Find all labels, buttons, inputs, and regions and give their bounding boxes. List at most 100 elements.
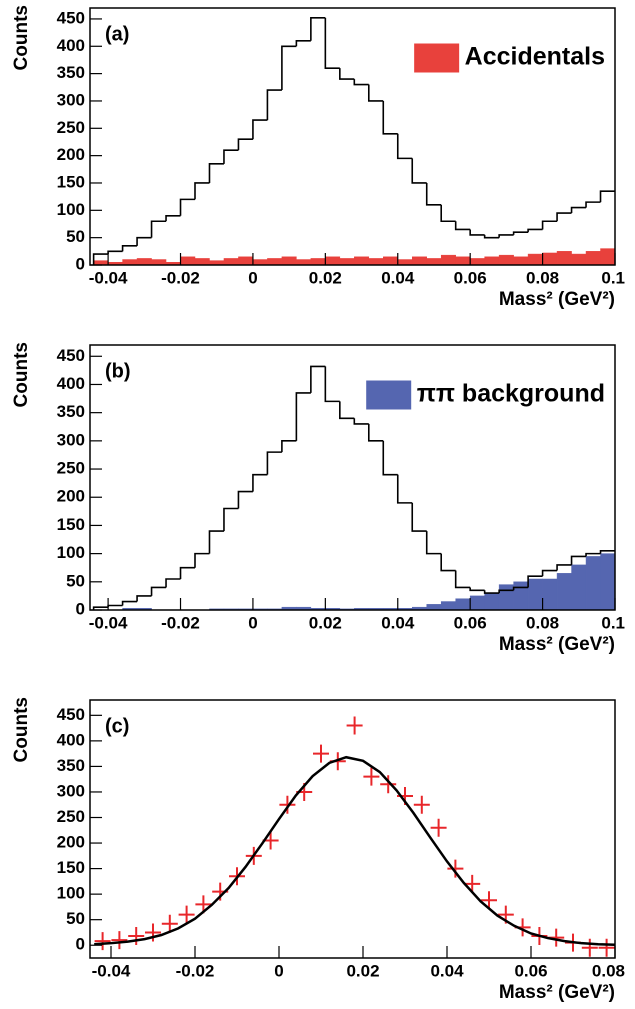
hist-step (367, 423, 384, 442)
hist-step (367, 84, 384, 102)
x-axis-label: Mass² (GeV²) (499, 634, 615, 655)
hist-step (541, 569, 558, 577)
hist-step (353, 418, 369, 425)
hist-step (585, 552, 601, 557)
y-tick-label: 0 (76, 599, 85, 618)
data-point (598, 938, 615, 957)
hist-bar (426, 604, 442, 610)
hist-bar (180, 256, 196, 265)
hist-bar (281, 256, 297, 265)
hist-step (179, 198, 195, 216)
y-tick-label: 250 (57, 118, 85, 137)
x-tick-label: 0.02 (346, 961, 379, 980)
hist-step (136, 595, 152, 602)
y-tick-label: 350 (57, 402, 85, 421)
hist-step (454, 221, 471, 231)
y-tick-label: 200 (57, 145, 85, 164)
hist-step (179, 566, 195, 579)
hist-step (310, 365, 326, 393)
hist-step (194, 182, 210, 200)
x-tick-label: 0.04 (381, 268, 415, 287)
hist-step (483, 590, 500, 594)
hist-bar (136, 258, 152, 265)
hist-step (92, 253, 109, 265)
y-tick-label: 150 (57, 858, 85, 877)
hist-step (266, 451, 282, 475)
hist-bar (223, 258, 239, 265)
y-tick-label: 0 (76, 254, 85, 273)
y-tick-label: 200 (57, 487, 85, 506)
hist-bar (136, 608, 152, 610)
y-tick-label: 150 (57, 515, 85, 534)
x-axis-label: Mass² (GeV²) (499, 982, 615, 1003)
hist-bar (527, 253, 543, 265)
hist-step (585, 201, 601, 208)
plot-frame (89, 699, 616, 959)
data-point (161, 914, 178, 933)
hist-step (512, 231, 529, 235)
hist-bar (571, 564, 587, 610)
x-tick-label: 0.06 (514, 961, 547, 980)
y-tick-label: 50 (66, 227, 85, 246)
x-tick-label: 0.02 (309, 613, 342, 632)
y-tick-label: 250 (57, 807, 85, 826)
y-tick-label: 450 (57, 346, 85, 365)
legend-label: ππ background (417, 380, 605, 408)
hist-bar (151, 259, 167, 265)
y-tick-label: 450 (57, 8, 85, 27)
hist-bar (484, 592, 500, 610)
y-tick-label: 100 (57, 200, 85, 219)
hist-step (107, 250, 123, 255)
hist-bar (122, 259, 138, 265)
hist-step (411, 158, 427, 184)
hist-bar (339, 258, 355, 265)
data-point (380, 775, 397, 794)
data-point (481, 891, 497, 910)
hist-step (121, 245, 138, 252)
hist-step (252, 473, 268, 492)
y-tick-label: 100 (57, 884, 85, 903)
panel-label: (c) (105, 715, 129, 737)
y-axis-label: Counts (11, 5, 32, 70)
y-tick-label: 200 (57, 833, 85, 852)
hist-step (339, 401, 355, 420)
hist-step (440, 553, 456, 572)
hist-step (194, 552, 210, 568)
hist-step (599, 549, 615, 554)
x-tick-label: -0.02 (161, 613, 200, 632)
hist-step (382, 100, 398, 135)
y-tick-label: 350 (57, 63, 85, 82)
hist-bar (325, 256, 341, 265)
y-axis-label: Counts (11, 342, 32, 407)
hist-step (440, 204, 456, 223)
x-tick-label: 0 (248, 268, 257, 287)
hist-bar (585, 251, 601, 265)
hist-step (498, 589, 514, 594)
hist-bar (600, 553, 615, 610)
hist-bar (498, 254, 514, 265)
hist-step (396, 133, 413, 160)
hist-bar (194, 258, 210, 265)
y-tick-label: 400 (57, 36, 85, 55)
hist-bar (296, 259, 312, 265)
legend-label: Accidentals (465, 43, 605, 71)
hist-step (339, 68, 355, 80)
x-tick-label: -0.02 (161, 268, 200, 287)
hist-step (411, 502, 427, 532)
hist-step (165, 214, 181, 222)
x-tick-label: -0.04 (89, 268, 128, 287)
y-tick-label: 300 (57, 90, 85, 109)
hist-step (92, 606, 109, 610)
hist-bar (527, 578, 543, 610)
hist-step (382, 440, 398, 476)
hist-bar (513, 581, 529, 610)
y-tick-label: 50 (66, 571, 85, 590)
legend-swatch (366, 380, 412, 410)
hist-step (310, 17, 326, 41)
hist-step (570, 555, 587, 565)
hist-bar (238, 256, 254, 265)
hist-step (556, 564, 572, 571)
hist-step (136, 236, 152, 246)
hist-bar (252, 259, 268, 265)
y-tick-label: 0 (76, 935, 85, 954)
